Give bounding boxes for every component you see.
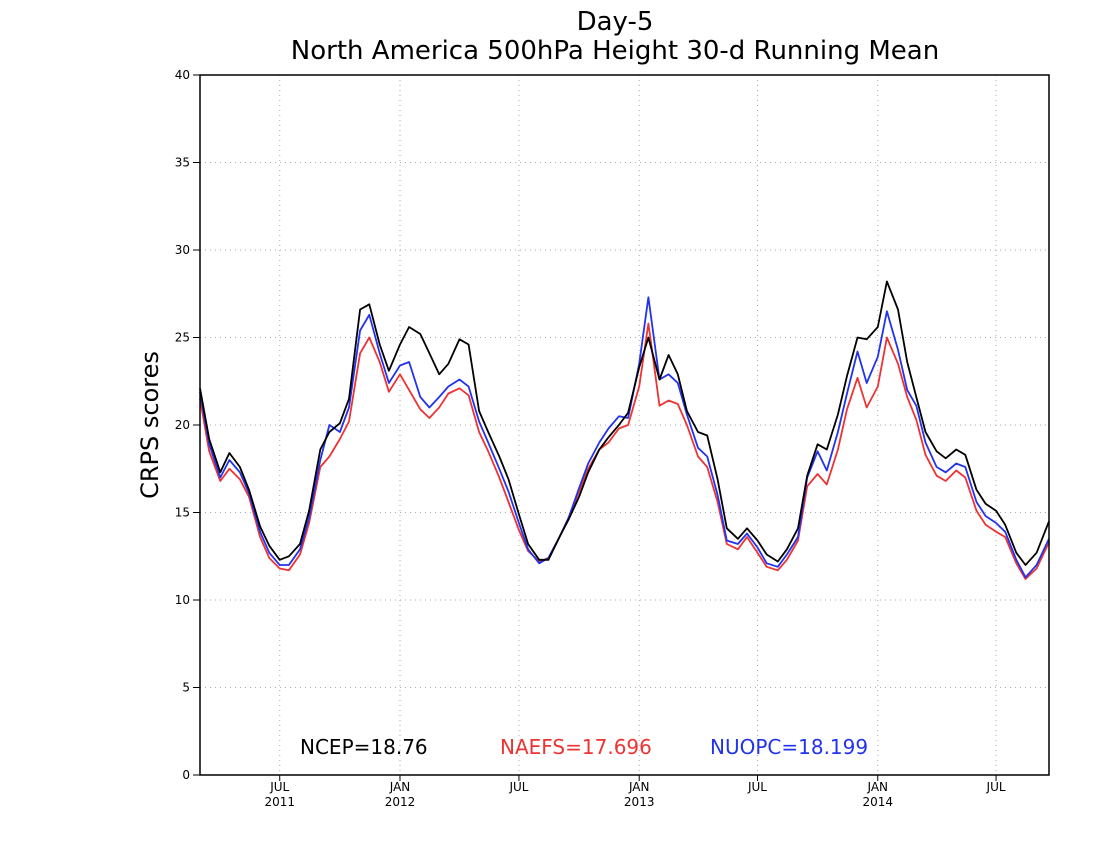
series-line-naefs (199, 322, 1050, 580)
legend-naefs: NAEFS=17.696 (500, 735, 652, 759)
x-tick-year-label: 2012 (385, 795, 416, 809)
y-tick-label: 10 (175, 593, 190, 607)
y-tick-label: 15 (175, 506, 190, 520)
x-tick-year-label: 2014 (862, 795, 893, 809)
x-tick-year-label: 2013 (624, 795, 655, 809)
y-axis-label: CRPS scores (136, 351, 164, 499)
series-line-nuopc (199, 296, 1050, 579)
x-tick-label: JAN (628, 780, 650, 794)
series-line-ncep (199, 280, 1050, 566)
x-tick-label: JUL (269, 780, 289, 794)
x-tick-label: JUL (508, 780, 528, 794)
legend-nuopc: NUOPC=18.199 (710, 735, 868, 759)
y-tick-label: 35 (175, 156, 190, 170)
y-tick-label: 25 (175, 331, 190, 345)
y-tick-label: 40 (175, 68, 190, 82)
chart-subtitle: North America 500hPa Height 30-d Running… (291, 36, 939, 66)
x-tick-label: JAN (389, 780, 411, 794)
y-axis: 0 5 10 15 20 25 30 35 40 (175, 68, 200, 782)
chart-title: Day-5 (577, 7, 654, 37)
y-tick-label: 0 (182, 768, 190, 782)
x-tick-label: JAN (867, 780, 889, 794)
x-tick-label: JUL (986, 780, 1006, 794)
series-layer (199, 280, 1050, 580)
x-tick-year-label: 2011 (264, 795, 295, 809)
y-tick-label: 30 (175, 243, 190, 257)
y-tick-label: 20 (175, 418, 190, 432)
x-tick-label: JUL (747, 780, 767, 794)
y-tick-label: 5 (182, 681, 190, 695)
legend-ncep: NCEP=18.76 (300, 735, 428, 759)
grid (200, 75, 1049, 775)
